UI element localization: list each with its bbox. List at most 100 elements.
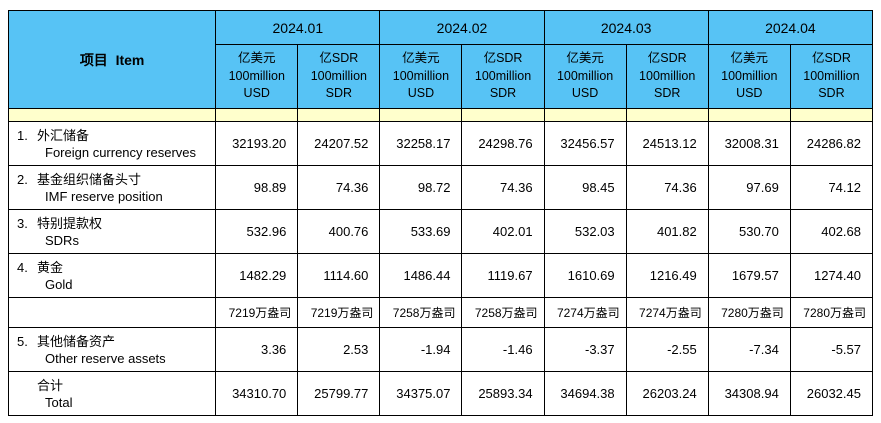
value-cell: 24513.12 bbox=[625, 121, 709, 166]
value-cell: 97.69 bbox=[707, 165, 791, 210]
separator-cell bbox=[461, 108, 545, 122]
unit-header-row: 亿美元 100million USD 亿SDR 100million SDR 亿… bbox=[9, 44, 874, 109]
value-cell: 7219万盎司 bbox=[297, 297, 381, 328]
table-row: 7219万盎司 7219万盎司 7258万盎司 7258万盎司 7274万盎司 … bbox=[7, 297, 874, 328]
value-cell: 532.03 bbox=[543, 209, 627, 254]
unit-header-sdr: 亿SDR 100million SDR bbox=[461, 44, 545, 109]
row-number: 3. bbox=[17, 215, 28, 231]
value-cell: 7280万盎司 bbox=[789, 297, 874, 328]
value-cell: 25893.34 bbox=[461, 371, 545, 416]
separator-cell bbox=[215, 108, 299, 122]
value-cell: 98.72 bbox=[379, 165, 463, 210]
row-label-cn: 其他储备资产 bbox=[37, 333, 116, 349]
row-number: 4. bbox=[17, 259, 28, 275]
value-cell: 1679.57 bbox=[707, 253, 791, 298]
value-cell: 34694.38 bbox=[543, 371, 627, 416]
row-number: 5. bbox=[17, 333, 28, 349]
separator-cell bbox=[297, 108, 381, 122]
value-cell: 7274万盎司 bbox=[625, 297, 709, 328]
value-cell: 98.45 bbox=[543, 165, 627, 210]
value-cell: 7280万盎司 bbox=[707, 297, 791, 328]
row-label-cn: 基金组织储备头寸 bbox=[37, 171, 142, 187]
row-number: 1. bbox=[17, 127, 28, 143]
value-cell: 401.82 bbox=[625, 209, 709, 254]
row-label-en: IMF reserve position bbox=[45, 188, 163, 204]
row-label: 5. 其他储备资产 Other reserve assets bbox=[7, 327, 217, 372]
table-row-total: 合计 Total 34310.70 25799.77 34375.07 2589… bbox=[7, 371, 874, 416]
value-cell: 32193.20 bbox=[215, 121, 299, 166]
value-cell: 2.53 bbox=[297, 327, 381, 372]
value-cell: 24286.82 bbox=[789, 121, 874, 166]
row-label-cn: 合计 bbox=[37, 377, 64, 393]
row-number: 2. bbox=[17, 171, 28, 187]
table-row: 1. 外汇储备 Foreign currency reserves 32193.2… bbox=[7, 121, 874, 166]
value-cell: 1610.69 bbox=[543, 253, 627, 298]
value-cell: 98.89 bbox=[215, 165, 299, 210]
separator-cell bbox=[707, 108, 791, 122]
row-label-cn: 黄金 bbox=[37, 259, 64, 275]
value-cell: 26203.24 bbox=[625, 371, 709, 416]
item-header: 项目 Item bbox=[7, 10, 217, 109]
table-row: 5. 其他储备资产 Other reserve assets 3.36 2.53 … bbox=[7, 327, 874, 372]
value-cell: 402.01 bbox=[461, 209, 545, 254]
unit-header-usd: 亿美元 100million USD bbox=[379, 44, 463, 109]
value-cell: 7258万盎司 bbox=[379, 297, 463, 328]
value-cell: 74.36 bbox=[625, 165, 709, 210]
value-cell: 400.76 bbox=[297, 209, 381, 254]
separator-cell bbox=[625, 108, 709, 122]
value-cell: 32258.17 bbox=[379, 121, 463, 166]
value-cell: 7274万盎司 bbox=[543, 297, 627, 328]
row-label-cn: 特别提款权 bbox=[37, 215, 103, 231]
value-cell: 34310.70 bbox=[215, 371, 299, 416]
value-cell: 34375.07 bbox=[379, 371, 463, 416]
value-cell: -3.37 bbox=[543, 327, 627, 372]
value-cell: 1274.40 bbox=[789, 253, 874, 298]
unit-header-sdr: 亿SDR 100million SDR bbox=[625, 44, 709, 109]
row-label: 2. 基金组织储备头寸 IMF reserve position bbox=[7, 165, 217, 210]
value-cell: -1.46 bbox=[461, 327, 545, 372]
value-cell: -5.57 bbox=[789, 327, 874, 372]
value-cell: 74.36 bbox=[297, 165, 381, 210]
row-label-en: Total bbox=[45, 394, 73, 410]
value-cell: 32456.57 bbox=[543, 121, 627, 166]
row-label-en: Foreign currency reserves bbox=[45, 144, 196, 160]
row-label-cn: 外汇储备 bbox=[37, 127, 90, 143]
separator-cell bbox=[379, 108, 463, 122]
value-cell: 24298.76 bbox=[461, 121, 545, 166]
value-cell: 74.36 bbox=[461, 165, 545, 210]
value-cell: 533.69 bbox=[379, 209, 463, 254]
value-cell: 530.70 bbox=[707, 209, 791, 254]
value-cell: 25799.77 bbox=[297, 371, 381, 416]
value-cell: 26032.45 bbox=[789, 371, 874, 416]
value-cell: 3.36 bbox=[215, 327, 299, 372]
value-cell: 32008.31 bbox=[707, 121, 791, 166]
month-header: 2024.01 bbox=[215, 10, 381, 45]
unit-header-sdr: 亿SDR 100million SDR bbox=[789, 44, 874, 109]
unit-header-usd: 亿美元 100million USD bbox=[215, 44, 299, 109]
month-header: 2024.03 bbox=[543, 10, 709, 45]
value-cell: 34308.94 bbox=[707, 371, 791, 416]
value-cell: -1.94 bbox=[379, 327, 463, 372]
value-cell: 1486.44 bbox=[379, 253, 463, 298]
row-label-en: Other reserve assets bbox=[45, 350, 166, 366]
row-label: 合计 Total bbox=[7, 371, 217, 416]
separator-cell bbox=[543, 108, 627, 122]
month-header: 2024.02 bbox=[379, 10, 545, 45]
table-row: 2. 基金组织储备头寸 IMF reserve position 98.89 74… bbox=[7, 165, 874, 210]
value-cell: 532.96 bbox=[215, 209, 299, 254]
table-row: 4. 黄金 Gold 1482.29 1114.60 1486.44 1119.6… bbox=[7, 253, 874, 298]
separator-row bbox=[7, 108, 874, 122]
row-label: 3. 特别提款权 SDRs bbox=[7, 209, 217, 254]
row-label-en: SDRs bbox=[45, 232, 79, 248]
value-cell: 7258万盎司 bbox=[461, 297, 545, 328]
row-label bbox=[7, 297, 217, 328]
row-label: 4. 黄金 Gold bbox=[7, 253, 217, 298]
separator-cell bbox=[789, 108, 874, 122]
month-header-row: 项目 Item 2024.01 2024.02 2024.03 2024.04 bbox=[7, 10, 874, 109]
unit-header-usd: 亿美元 100million USD bbox=[707, 44, 791, 109]
unit-header-usd: 亿美元 100million USD bbox=[543, 44, 627, 109]
value-cell: -2.55 bbox=[625, 327, 709, 372]
reserve-assets-table: 项目 Item 2024.01 2024.02 2024.03 2024.04 … bbox=[7, 10, 874, 416]
month-header: 2024.04 bbox=[707, 10, 874, 45]
